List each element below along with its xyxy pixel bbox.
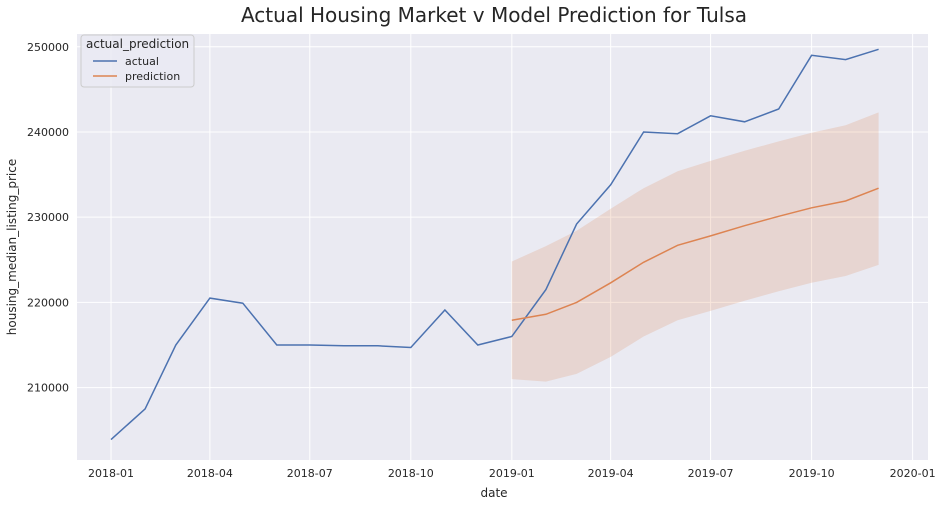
x-tick-label: 2019-04 [588,467,634,480]
y-tick-label: 250000 [27,41,69,54]
x-tick-labels: 2018-01 2018-04 2018-07 2018-10 2019-01 2019-… [88,467,936,480]
x-tick-label: 2018-07 [287,467,333,480]
legend-box [80,34,195,88]
x-tick-label: 2018-04 [187,467,233,480]
y-tick-label: 240000 [27,126,69,139]
series-line-actual [110,48,879,441]
x-tick-label: 2019-01 [489,467,535,480]
y-tick-label: 210000 [27,382,69,395]
y-tick-labels: 210000 220000 230000 240000 250000 [27,41,69,395]
series-line-prediction [511,187,879,322]
y-tick-label: 220000 [27,296,69,309]
x-tick-label: 2018-01 [88,467,134,480]
x-tick-label: 2020-01 [890,467,936,480]
legend-label-actual: actual [125,55,159,68]
y-axis-label: housing_median_listing_price [5,159,19,335]
legend: actual_prediction actual prediction [80,34,195,88]
prediction-confidence-band [511,112,879,382]
x-axis-label: date [480,486,507,500]
y-tick-label: 230000 [27,211,69,224]
x-tick-label: 2019-07 [688,467,734,480]
x-tick-label: 2019-10 [789,467,835,480]
legend-title: actual_prediction [86,37,189,51]
plot-background [77,34,928,460]
legend-label-prediction: prediction [125,70,180,83]
x-tick-label: 2018-10 [388,467,434,480]
chart-title: Actual Housing Market v Model Prediction… [241,3,747,27]
grid [77,34,928,460]
